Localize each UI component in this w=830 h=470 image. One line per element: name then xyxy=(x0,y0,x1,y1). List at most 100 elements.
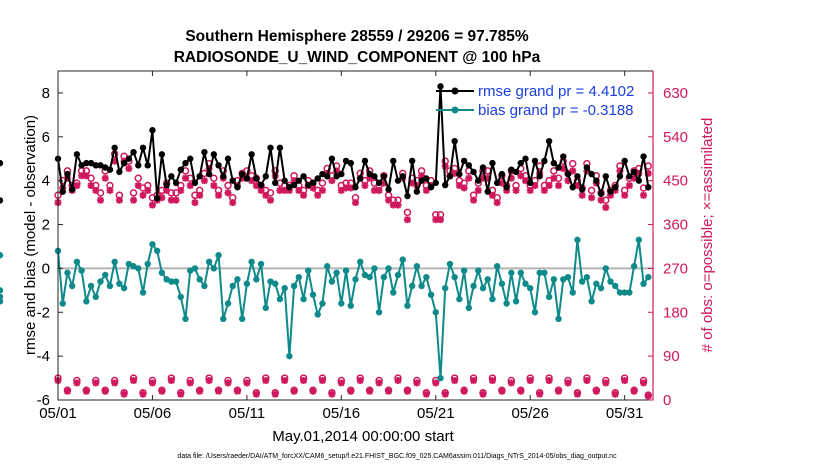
rmse-point xyxy=(484,188,491,195)
obs-possible-marker-low xyxy=(120,388,128,397)
bias-point xyxy=(380,273,388,281)
rmse-point xyxy=(394,177,402,184)
obs-possible-marker-low xyxy=(186,376,194,385)
bias-point xyxy=(498,280,506,287)
bias-point xyxy=(574,236,581,244)
bias-point xyxy=(191,265,199,272)
bias-point xyxy=(602,265,609,272)
obs-possible-marker-low xyxy=(167,374,176,382)
obs-assimilated-marker xyxy=(474,186,482,194)
obs-possible-marker-low xyxy=(394,374,402,382)
obs-possible-marker xyxy=(587,186,596,195)
bias-point xyxy=(607,278,614,285)
rmse-point xyxy=(295,177,303,184)
rmse-point xyxy=(465,162,473,169)
bias-point xyxy=(220,315,227,323)
obs-possible-marker-low xyxy=(422,388,431,397)
rmse-point xyxy=(456,170,463,178)
bias-point xyxy=(432,309,439,316)
obs-possible-marker-low xyxy=(564,376,572,385)
bias-point xyxy=(83,298,90,305)
rmse-point xyxy=(215,162,222,169)
rmse-point xyxy=(224,155,232,162)
bias-point xyxy=(262,304,269,312)
bias-point xyxy=(149,241,156,248)
bias-point xyxy=(503,300,510,307)
bias-point xyxy=(182,315,189,323)
obs-possible-marker xyxy=(318,179,327,187)
bias-point xyxy=(427,291,435,298)
rmse-point xyxy=(267,144,274,151)
obs-possible-marker-low xyxy=(403,386,412,395)
rmse-point xyxy=(593,177,600,184)
obs-assimilated-marker xyxy=(186,182,194,190)
bias-point xyxy=(168,278,175,285)
rmse-point xyxy=(564,170,572,178)
obs-possible-marker-low xyxy=(252,388,261,397)
obs-possible-marker-low xyxy=(602,376,610,385)
rmse-point xyxy=(531,157,539,165)
rmse-point xyxy=(59,188,66,195)
rmse-point xyxy=(536,173,543,180)
rmse-point xyxy=(314,175,321,182)
rmse-point xyxy=(116,168,123,176)
obs-possible-marker-low xyxy=(535,388,544,397)
obs-assimilated-marker xyxy=(215,191,223,199)
rmse-point xyxy=(588,170,595,178)
bias-point xyxy=(489,295,496,303)
bias-point xyxy=(564,273,572,281)
rmse-point xyxy=(300,173,307,180)
bias-point xyxy=(394,271,402,279)
obs-possible-marker-low xyxy=(620,374,629,382)
obs-possible-marker-low xyxy=(644,391,653,399)
bias-point xyxy=(390,289,397,296)
rmse-point xyxy=(446,173,454,180)
rmse-point xyxy=(371,173,378,180)
rmse-point xyxy=(361,157,369,165)
rmse-point xyxy=(493,179,501,187)
rmse-point xyxy=(163,181,170,189)
obs-possible-marker xyxy=(266,189,275,197)
rmse-point xyxy=(427,184,435,191)
chart-title-line-2: RADIOSONDE_U_WIND_COMPONENT @ 100 hPa xyxy=(174,49,541,66)
bias-point xyxy=(545,293,553,301)
rmse-point xyxy=(139,144,147,151)
obs-assimilated-marker xyxy=(196,191,204,199)
bias-point xyxy=(300,295,307,303)
bias-point xyxy=(224,300,232,307)
bias-point xyxy=(78,267,85,274)
bias-point xyxy=(305,267,312,274)
obs-possible-marker-low xyxy=(450,374,459,382)
rmse-point xyxy=(574,173,581,180)
obs-possible-marker-low xyxy=(233,386,242,395)
rmse-point xyxy=(191,179,199,187)
bias-point xyxy=(0,287,4,294)
series-layer xyxy=(0,83,652,382)
y-tick-label: 4 xyxy=(42,173,50,190)
bias-point xyxy=(569,289,576,296)
x-tick-label: 05/01 xyxy=(39,405,77,422)
obs-assimilated-marker xyxy=(394,201,402,209)
obs-possible-marker-low xyxy=(611,388,619,397)
obs-assimilated-marker xyxy=(545,182,553,190)
bias-point xyxy=(205,258,213,266)
bias-point xyxy=(229,282,236,290)
obs-assimilated-marker xyxy=(422,186,430,194)
bias-point xyxy=(272,280,279,287)
obs-possible-marker xyxy=(224,181,232,190)
rmse-point xyxy=(470,168,477,176)
rmse-point xyxy=(630,168,638,176)
rmse-point xyxy=(153,195,161,202)
bias-point xyxy=(0,293,4,301)
rmse-point xyxy=(276,144,284,151)
obs-assimilated-marker xyxy=(73,182,81,190)
obs-assimilated-marker xyxy=(148,201,156,209)
rmse-point xyxy=(177,166,184,173)
obs-possible-marker-low xyxy=(573,388,582,397)
obs-assimilated-marker xyxy=(144,186,152,194)
y-right-tick-label: 630 xyxy=(663,85,688,102)
x-tick-label: 05/21 xyxy=(417,405,455,422)
obs-assimilated-marker xyxy=(602,203,610,211)
rmse-point xyxy=(92,162,99,169)
chart-title-line-1: Southern Hemisphere 28559 / 29206 = 97.7… xyxy=(185,28,529,45)
